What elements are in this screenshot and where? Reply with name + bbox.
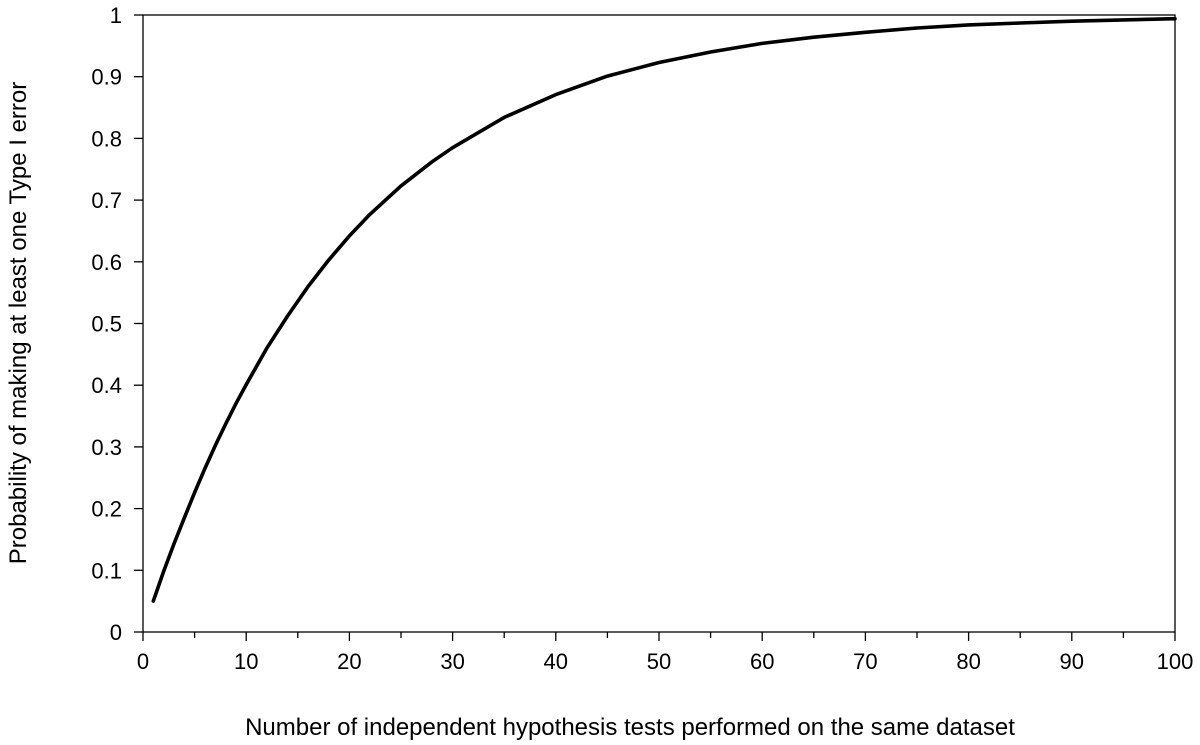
x-tick-label: 40 xyxy=(544,649,568,674)
x-tick-label: 50 xyxy=(647,649,671,674)
x-tick-label: 30 xyxy=(440,649,464,674)
y-tick-label: 0.4 xyxy=(91,373,122,398)
x-tick-label: 20 xyxy=(337,649,361,674)
x-tick-label: 70 xyxy=(853,649,877,674)
y-tick-label: 0.7 xyxy=(91,188,122,213)
y-tick-label: 0.2 xyxy=(91,497,122,522)
series-layer xyxy=(151,16,1177,603)
x-tick-label: 100 xyxy=(1157,649,1194,674)
y-tick-label: 0.5 xyxy=(91,312,122,337)
x-axis-ticks: 0 10 20 30 40 50 60 70 80 90 100 xyxy=(137,632,1193,674)
x-tick-label: 90 xyxy=(1060,649,1084,674)
x-tick-label: 60 xyxy=(750,649,774,674)
y-axis-ticks: 0 0.1 0.2 0.3 0.4 0.5 0.6 0.7 0.8 0.9 1 xyxy=(91,3,143,645)
x-tick-label: 0 xyxy=(137,649,149,674)
y-tick-label: 0.1 xyxy=(91,558,122,583)
y-tick-label: 0 xyxy=(110,620,122,645)
y-tick-label: 0.8 xyxy=(91,126,122,151)
plot-border xyxy=(142,14,1176,633)
x-axis-title: Number of independent hypothesis tests p… xyxy=(245,714,1015,741)
x-tick-label: 80 xyxy=(956,649,980,674)
y-axis-title: Probability of making at least one Type … xyxy=(5,82,32,564)
series-line xyxy=(151,16,1177,603)
y-tick-label: 0.3 xyxy=(91,435,122,460)
plot-frame xyxy=(142,14,1176,633)
y-tick-label: 0.9 xyxy=(91,65,122,90)
y-tick-label: 1 xyxy=(110,3,122,28)
y-tick-label: 0.6 xyxy=(91,250,122,275)
x-tick-label: 10 xyxy=(234,649,258,674)
